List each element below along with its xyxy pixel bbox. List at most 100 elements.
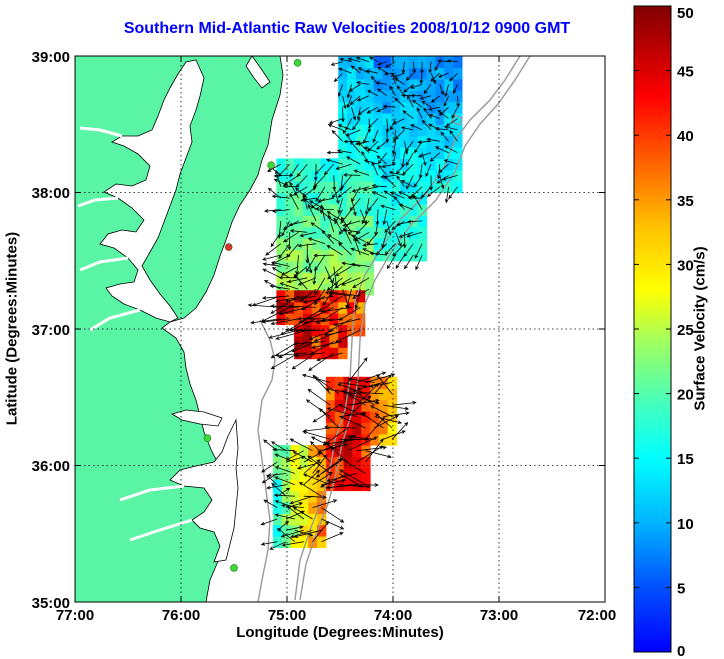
velocity-cell [378, 422, 389, 435]
velocity-cell [373, 56, 383, 68]
velocity-cell [343, 410, 353, 423]
velocity-cell [382, 238, 392, 250]
velocity-vector [273, 178, 290, 188]
velocity-vector [338, 67, 352, 74]
velocity-vector [339, 457, 366, 474]
velocity-cell [320, 272, 330, 285]
velocity-cell [276, 283, 286, 296]
velocity-vector [291, 341, 317, 353]
velocity-vector [384, 61, 396, 68]
pamlico-sound [169, 418, 239, 563]
velocity-cell [373, 135, 383, 148]
velocity-vector [392, 400, 417, 406]
colorbar-tick-label: 0 [677, 643, 685, 659]
velocity-vector [364, 198, 370, 216]
velocity-cell [325, 376, 336, 389]
colorbar-tick-label: 15 [677, 451, 694, 468]
velocity-vector [401, 152, 405, 168]
velocity-cell [302, 192, 313, 205]
velocity-cell [417, 112, 428, 125]
colorbar-ticks: 0 5 10 15 20 25 30 35 40 45 50 [634, 5, 694, 659]
velocity-vector [415, 254, 423, 271]
velocity-vector [440, 131, 449, 142]
velocity-vector [260, 518, 278, 526]
velocity-vector [285, 502, 304, 508]
velocity-vector [330, 61, 343, 66]
y-tick-labels: 35:00 36:00 37:00 38:00 39:00 [32, 49, 70, 612]
velocity-vector [347, 57, 361, 63]
velocity-vector [340, 209, 352, 224]
velocity-vector [393, 195, 405, 210]
velocity-vector [437, 109, 449, 119]
velocity-cell [426, 112, 436, 125]
velocity-cell [347, 226, 357, 239]
velocity-vector [289, 495, 313, 505]
velocity-cell [338, 238, 348, 250]
velocity-vector [333, 318, 361, 327]
velocity-vector [267, 473, 287, 477]
velocity-vector [406, 175, 414, 190]
velocity-cell [290, 456, 300, 469]
velocity-cell [281, 536, 292, 548]
velocity-vector [278, 275, 299, 280]
velocity-cell [355, 90, 366, 103]
velocity-vector [260, 307, 290, 323]
velocity-vector [286, 243, 299, 258]
velocity-vector [327, 266, 343, 280]
velocity-vector [313, 253, 334, 258]
velocity-cell [378, 388, 389, 401]
colorbar-tick-label: 5 [677, 580, 685, 597]
velocity-cell [343, 456, 353, 469]
velocity-vector [349, 197, 361, 212]
velocity-cell [302, 169, 313, 182]
velocity-vector [419, 95, 432, 100]
velocity-vector [368, 118, 379, 129]
velocity-vector [429, 175, 434, 191]
velocity-cell [272, 501, 283, 514]
velocity-cell [444, 158, 454, 171]
velocity-cell [302, 203, 313, 216]
velocity-vector [339, 57, 352, 63]
velocity-cell [373, 192, 383, 205]
velocity-vector [368, 382, 393, 388]
velocity-vector [314, 376, 340, 395]
velocity-cell [417, 203, 428, 216]
velocity-vector [277, 220, 282, 239]
velocity-cell [444, 169, 454, 182]
velocity-cell [355, 272, 366, 285]
velocity-vector [445, 118, 458, 127]
velocity-vector [270, 318, 299, 326]
velocity-cell [373, 101, 383, 114]
velocity-vector [274, 466, 296, 474]
velocity-cell [373, 249, 383, 262]
velocity-vector [332, 175, 337, 192]
velocity-vector [288, 304, 317, 309]
velocity-vector [386, 254, 396, 270]
velocity-cell [338, 347, 348, 360]
velocity-cell [329, 347, 339, 360]
velocity-cell [444, 56, 454, 68]
velocity-vector [334, 329, 361, 343]
velocity-vector [325, 158, 343, 165]
map-title: Southern Mid-Atlantic Raw Velocities 200… [123, 20, 571, 37]
velocity-vector [280, 318, 308, 336]
velocity-vector [391, 421, 409, 440]
velocity-vector [313, 329, 343, 342]
velocity-cell [272, 456, 283, 469]
velocity-vector [421, 119, 432, 131]
velocity-cell [329, 301, 339, 314]
velocity-cell [338, 260, 348, 273]
velocity-vector [346, 156, 361, 165]
velocity-vector [281, 541, 304, 547]
velocity-vector [284, 295, 317, 303]
velocity-cell [294, 335, 304, 348]
velocity-cell [435, 124, 445, 137]
velocity-vector [338, 404, 366, 417]
velocity-vector [354, 231, 370, 242]
velocity-cell [373, 158, 383, 171]
velocity-vector [271, 194, 290, 199]
velocity-vector [342, 220, 361, 227]
velocity-cell [373, 181, 383, 194]
velocity-vector [289, 192, 299, 210]
bathymetry-contours [257, 56, 531, 602]
